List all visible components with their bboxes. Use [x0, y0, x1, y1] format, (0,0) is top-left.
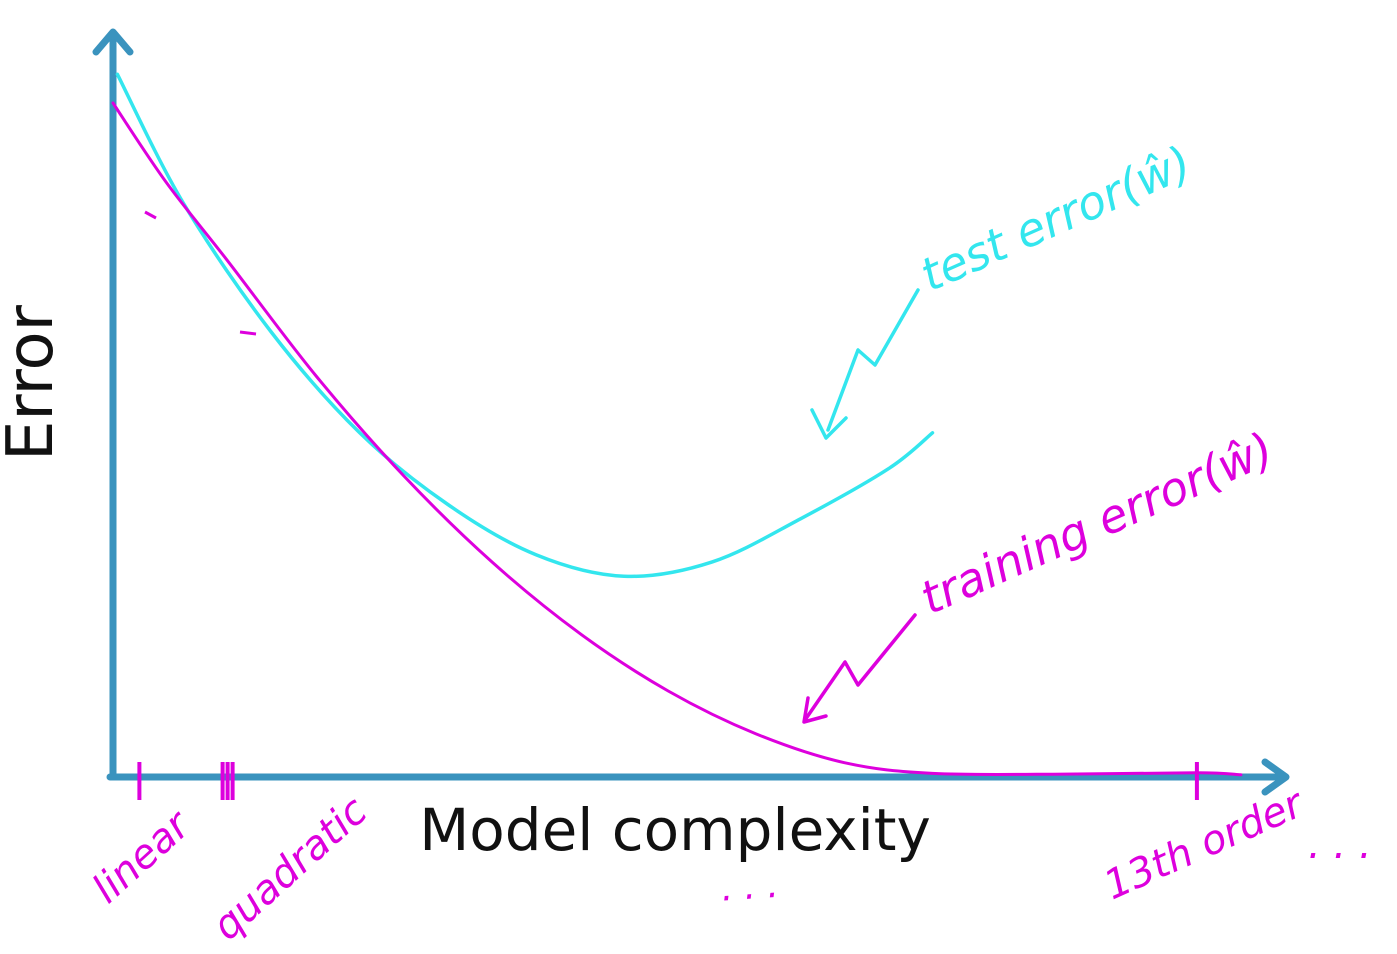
x-tick-label-quadratic: quadratic: [204, 788, 376, 950]
train-mark-linear: [144, 210, 157, 220]
x-axis-title: Model complexity: [419, 796, 931, 864]
annotation-test-error: test error(ŵ): [913, 135, 1200, 302]
series-line-test-error: [115, 72, 935, 579]
x-tick-ellipsis: . . .: [1308, 822, 1372, 868]
x-axis-ellipsis: . . .: [720, 865, 780, 910]
train-mark-quadratic: [239, 330, 257, 336]
y-axis-title: Error: [0, 304, 68, 461]
x-ticks: [137, 762, 1199, 800]
x-tick-label-linear: linear: [84, 801, 201, 913]
axes: [92, 28, 1290, 796]
annotation-arrow-test-error: [810, 288, 920, 440]
y-axis-arrowhead: [92, 28, 134, 56]
annotation-arrow-training-error: [802, 613, 917, 724]
x-tick-label-13th-order: 13th order: [1097, 780, 1312, 909]
series-line-training-error: [111, 101, 1243, 777]
x-axis-arrowhead: [1261, 758, 1290, 796]
annotation-training-error: training error(ŵ): [913, 421, 1282, 625]
